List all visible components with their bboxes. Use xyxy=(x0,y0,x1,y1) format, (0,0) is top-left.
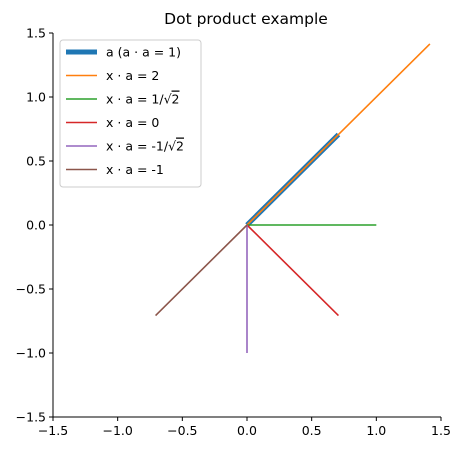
x-tick-label-2: −0.5 xyxy=(167,423,197,438)
y-tick-label-5: 1.0 xyxy=(26,90,46,105)
series-line-1 xyxy=(246,43,431,226)
chart-title: Dot product example xyxy=(164,10,328,28)
x-tick-label-4: 0.5 xyxy=(302,423,322,438)
y-tick-label-1: −1.0 xyxy=(16,346,46,361)
legend-label-0: a (a · a = 1) xyxy=(106,45,181,60)
y-tick-label-3: 0.0 xyxy=(26,218,46,233)
x-tick-label-0: −1.5 xyxy=(38,423,68,438)
legend-label-2: x · a = 1/√2 xyxy=(106,92,179,107)
x-tick-label-6: 1.5 xyxy=(431,423,451,438)
series-line-3 xyxy=(246,224,340,317)
x-tick-label-1: −1.0 xyxy=(102,423,132,438)
legend-label-4: x · a = -1/√2 xyxy=(106,139,184,154)
y-tick-label-0: −1.5 xyxy=(16,410,46,425)
legend-label-3: x · a = 0 xyxy=(106,115,159,130)
legend-label-1: x · a = 2 xyxy=(106,68,159,83)
y-tick-label-2: −0.5 xyxy=(16,282,46,297)
x-tick-label-3: 0.0 xyxy=(237,423,257,438)
legend: a (a · a = 1) x · a = 2 x · a = 1/√2 x · a … xyxy=(59,39,202,188)
y-tick-label-6: 1.5 xyxy=(26,26,46,41)
y-tick-label-4: 0.5 xyxy=(26,154,46,169)
legend-label-5: x · a = -1 xyxy=(106,162,164,177)
x-tick-label-5: 1.0 xyxy=(366,423,386,438)
series-line-5 xyxy=(154,224,248,317)
axes: −1.5 −1.0 −0.5 0.0 0.5 1.0 1.5 −1.5 −1.0 −0.5 0.0 0… xyxy=(16,26,451,439)
plot-area xyxy=(154,43,431,353)
legend-box xyxy=(59,39,202,188)
